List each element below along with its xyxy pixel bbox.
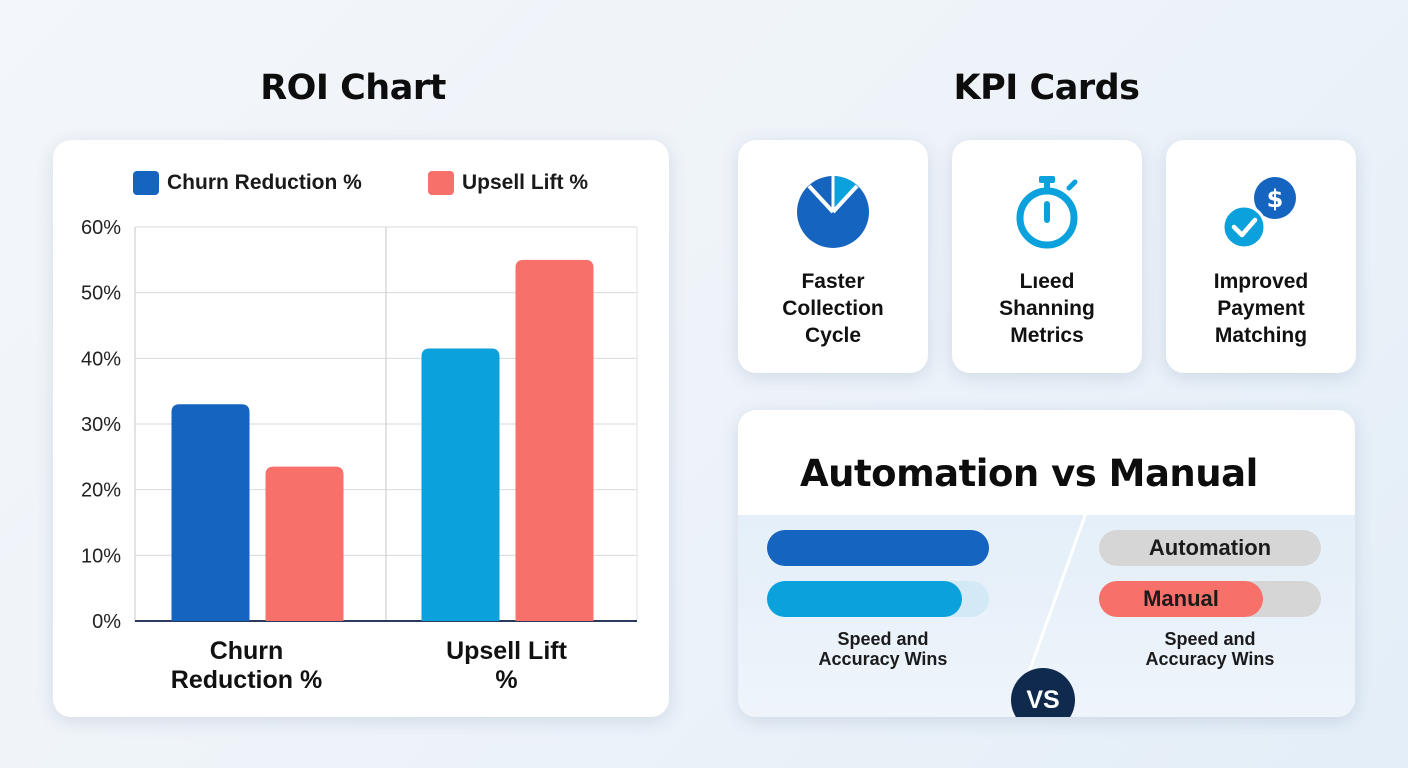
accuracy-bar	[767, 581, 989, 617]
y-tick-label: 60%	[81, 217, 121, 239]
x-category-label: Reduction %	[171, 666, 322, 694]
left-caption: Speed and Accuracy Wins	[818, 629, 948, 669]
manual-label-bar-fill	[1099, 581, 1264, 617]
manual-label: Manual	[1143, 586, 1219, 611]
bar-0-1	[265, 466, 344, 621]
pie-clock-icon	[797, 175, 869, 248]
stopwatch-icon	[1016, 176, 1078, 249]
roi-chart-card: Churn Reduction % Upsell Lift % 0% 10% 20%…	[53, 140, 669, 717]
y-tick-label: 0%	[92, 611, 121, 633]
y-tick-label: 50%	[81, 283, 121, 305]
vs-badge: VS	[1011, 668, 1075, 717]
comparison-panel: Speed and Accuracy Wins VS Automation Ma…	[738, 515, 1355, 717]
roi-chart-title: ROI Chart	[260, 68, 446, 108]
kpi-card-payment: $ Improved Payment Matching	[1166, 140, 1356, 373]
x-category-label: Upsell Lift	[446, 637, 568, 665]
kpi-label-collection: Faster Collection Cycle	[782, 270, 884, 347]
automation-vs-manual-card: Automation vs Manual Speed and Accuracy …	[738, 410, 1355, 717]
bar-1-1	[515, 259, 594, 621]
y-tick-label: 30%	[81, 414, 121, 436]
legend-item-upsell: Upsell Lift %	[428, 171, 588, 195]
y-tick-label: 10%	[81, 545, 121, 567]
payment-check-icon: $	[1221, 177, 1296, 250]
legend-swatch-churn	[133, 171, 159, 195]
kpi-card-metrics: Lıeed Shanning Metrics	[952, 140, 1142, 373]
accuracy-bar-fill	[767, 581, 963, 617]
kpi-cards-title: KPI Cards	[953, 68, 1140, 108]
y-tick-label: 20%	[81, 480, 121, 502]
kpi-card-collection: Faster Collection Cycle	[738, 140, 928, 373]
bar-0-0	[171, 404, 250, 621]
automation-label: Automation	[1148, 535, 1272, 560]
automation-vs-manual-title: Automation vs Manual	[800, 452, 1258, 495]
legend-swatch-upsell	[428, 171, 454, 195]
y-tick-label: 40%	[81, 348, 121, 370]
right-caption: Speed and Accuracy Wins	[1145, 629, 1275, 669]
x-category-label: %	[495, 666, 517, 694]
legend-label-upsell: Upsell Lift %	[462, 171, 589, 194]
svg-text:$: $	[1267, 185, 1284, 213]
manual-label-bar: Manual	[1099, 581, 1321, 617]
kpi-label-payment: Improved Payment Matching	[1213, 270, 1309, 347]
automation-speed-bar	[767, 530, 989, 566]
legend-label-churn: Churn Reduction %	[167, 171, 362, 194]
bar-1-0	[421, 348, 500, 621]
kpi-label-metrics: Lıeed Shanning Metrics	[999, 270, 1095, 347]
legend-item-churn: Churn Reduction %	[133, 171, 362, 195]
x-category-label: Churn	[210, 637, 284, 665]
automation-speed-bar-fill	[767, 530, 989, 566]
automation-label-bar: Automation	[1099, 530, 1321, 566]
